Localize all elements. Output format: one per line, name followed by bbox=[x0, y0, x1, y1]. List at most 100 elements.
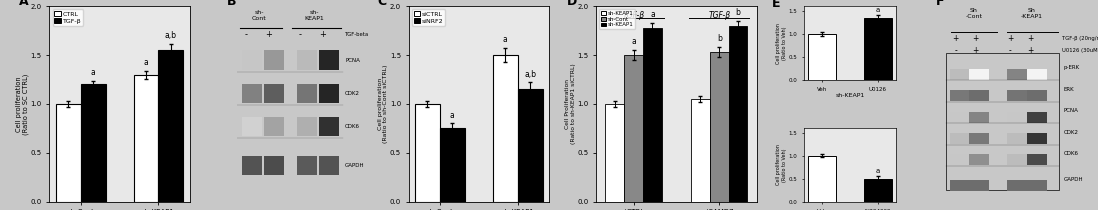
Text: a: a bbox=[144, 58, 148, 67]
Bar bbox=[950, 112, 970, 122]
Text: a: a bbox=[503, 35, 507, 44]
Bar bbox=[242, 117, 262, 136]
Text: TGF-β (20ng/ml): TGF-β (20ng/ml) bbox=[1062, 36, 1098, 41]
Text: GAPDH: GAPDH bbox=[1064, 177, 1084, 182]
Bar bbox=[691, 99, 709, 202]
Bar bbox=[950, 133, 970, 144]
Text: -: - bbox=[1009, 46, 1012, 55]
Text: +: + bbox=[1027, 46, 1033, 55]
Text: sh-
KEAP1: sh- KEAP1 bbox=[304, 10, 324, 21]
Bar bbox=[1007, 90, 1028, 101]
Text: +: + bbox=[972, 34, 978, 43]
Bar bbox=[242, 156, 262, 175]
Bar bbox=[950, 90, 970, 101]
Bar bbox=[729, 26, 748, 202]
Text: b: b bbox=[717, 34, 721, 43]
Text: a: a bbox=[631, 37, 636, 46]
Bar bbox=[950, 155, 970, 165]
Bar bbox=[242, 50, 262, 70]
Y-axis label: Cell proliferation
(Ratio to Veh): Cell proliferation (Ratio to Veh) bbox=[776, 144, 787, 185]
Bar bbox=[808, 156, 836, 202]
Bar bbox=[242, 84, 262, 103]
Text: b: b bbox=[736, 8, 740, 17]
Text: PCNA: PCNA bbox=[1064, 108, 1078, 113]
Text: a: a bbox=[91, 68, 96, 77]
Text: -: - bbox=[954, 46, 957, 55]
Legend: CTRL, TGF-β: CTRL, TGF-β bbox=[53, 9, 83, 26]
Bar bbox=[296, 50, 316, 70]
Bar bbox=[864, 178, 892, 202]
Text: U0126 (30uM): U0126 (30uM) bbox=[1062, 48, 1098, 53]
Bar bbox=[320, 117, 339, 136]
Text: D: D bbox=[568, 0, 578, 8]
Bar bbox=[320, 50, 339, 70]
Bar bbox=[1028, 90, 1047, 101]
Text: E: E bbox=[772, 0, 780, 10]
Y-axis label: Cell proliferation
(Ratio to SC CTRL): Cell proliferation (Ratio to SC CTRL) bbox=[15, 73, 30, 135]
Bar bbox=[970, 68, 989, 80]
Bar bbox=[970, 133, 989, 144]
Bar bbox=[1028, 133, 1047, 144]
Bar bbox=[296, 156, 316, 175]
Text: PCNA: PCNA bbox=[345, 58, 360, 63]
Y-axis label: Cell Proliferation
(Ratio to sh-KEAP1 siCTRL): Cell Proliferation (Ratio to sh-KEAP1 si… bbox=[565, 64, 576, 144]
Bar bbox=[440, 128, 464, 202]
Bar bbox=[80, 84, 105, 202]
Bar bbox=[1007, 180, 1028, 191]
Y-axis label: Cell proliferation
(Ratio to Veh): Cell proliferation (Ratio to Veh) bbox=[776, 23, 787, 64]
Bar bbox=[808, 34, 836, 80]
Y-axis label: Cell proliferation
(Ratio to sh-Cont siCTRL): Cell proliferation (Ratio to sh-Cont siC… bbox=[378, 65, 389, 143]
Bar bbox=[625, 55, 643, 202]
Text: CDK2: CDK2 bbox=[1064, 130, 1079, 135]
Bar bbox=[643, 28, 662, 202]
Bar bbox=[1028, 180, 1047, 191]
Legend: sh-KEAP1, sh-Cont, sh-KEAP1: sh-KEAP1, sh-Cont, sh-KEAP1 bbox=[600, 9, 635, 29]
Text: B: B bbox=[227, 0, 236, 8]
Bar bbox=[415, 104, 440, 202]
Bar bbox=[1028, 155, 1047, 165]
Bar bbox=[1007, 68, 1028, 80]
Text: a: a bbox=[876, 168, 881, 175]
Text: GAPDH: GAPDH bbox=[345, 163, 365, 168]
Bar bbox=[946, 53, 1060, 190]
Text: TGF-β: TGF-β bbox=[708, 11, 730, 20]
Bar bbox=[296, 117, 316, 136]
Text: +: + bbox=[320, 30, 326, 39]
Text: a,b: a,b bbox=[524, 70, 536, 79]
Bar bbox=[970, 112, 989, 122]
Bar bbox=[605, 104, 625, 202]
Bar bbox=[320, 156, 339, 175]
Bar bbox=[950, 180, 970, 191]
Text: CDK6: CDK6 bbox=[345, 124, 360, 129]
Bar bbox=[265, 50, 284, 70]
Text: Sh
-Cont: Sh -Cont bbox=[965, 8, 983, 19]
Text: +: + bbox=[1007, 34, 1013, 43]
Text: Sh
-KEAP1: Sh -KEAP1 bbox=[1021, 8, 1043, 19]
Bar bbox=[970, 155, 989, 165]
Text: CDK2: CDK2 bbox=[345, 91, 360, 96]
Bar bbox=[1028, 112, 1047, 122]
Bar bbox=[1007, 112, 1028, 122]
Text: TGF-β: TGF-β bbox=[623, 11, 645, 20]
Text: sh-
Cont: sh- Cont bbox=[253, 10, 267, 21]
Bar bbox=[134, 75, 158, 202]
Bar bbox=[158, 50, 183, 202]
Text: +: + bbox=[972, 46, 978, 55]
Text: A: A bbox=[19, 0, 29, 8]
Text: -: - bbox=[244, 30, 247, 39]
Text: -: - bbox=[299, 30, 302, 39]
Bar bbox=[864, 18, 892, 80]
Legend: siCTRL, siNRF2: siCTRL, siNRF2 bbox=[412, 9, 445, 26]
Bar bbox=[709, 52, 729, 202]
Text: F: F bbox=[935, 0, 944, 8]
Bar bbox=[296, 84, 316, 103]
Bar bbox=[265, 156, 284, 175]
Bar bbox=[56, 104, 80, 202]
Text: a: a bbox=[876, 7, 881, 13]
Text: +: + bbox=[1027, 34, 1033, 43]
Bar bbox=[1028, 68, 1047, 80]
X-axis label: sh-KEAP1: sh-KEAP1 bbox=[836, 93, 864, 98]
Bar bbox=[320, 84, 339, 103]
Text: C: C bbox=[378, 0, 386, 8]
Text: +: + bbox=[265, 30, 271, 39]
